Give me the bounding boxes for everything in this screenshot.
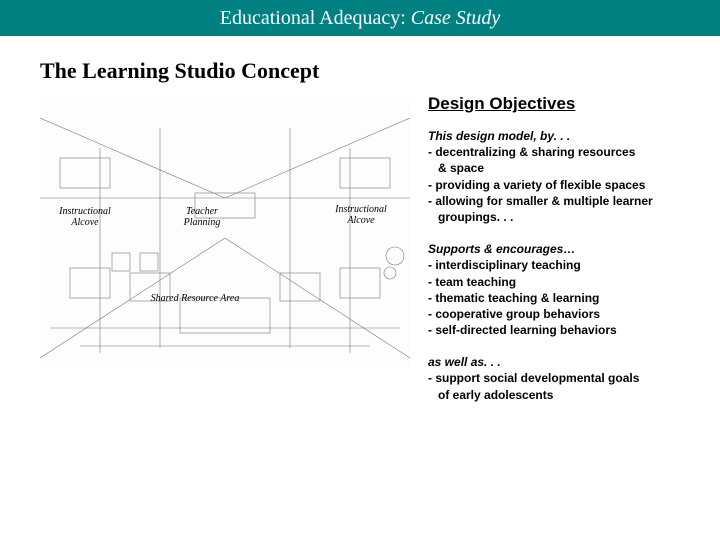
title-italic: Case Study xyxy=(411,7,500,29)
para2-item: - thematic teaching & learning xyxy=(428,290,692,306)
title-prefix: Educational Adequacy: xyxy=(220,7,411,29)
title-bar: Educational Adequacy: Case Study xyxy=(0,0,720,36)
paragraph-1: This design model, by. . . - decentraliz… xyxy=(428,128,692,225)
para3-lead: as well as. . . xyxy=(428,355,501,369)
para1-item: groupings. . . xyxy=(428,209,692,225)
sketch-label-instructional-alcove-left: Instructional Alcove xyxy=(50,206,120,228)
sketch-label-teacher-planning: Teacher Planning xyxy=(172,206,232,228)
para1-item: - allowing for smaller & multiple learne… xyxy=(428,193,692,209)
para1-item: & space xyxy=(428,160,692,176)
para2-item: - interdisciplinary teaching xyxy=(428,257,692,273)
para2-item: - cooperative group behaviors xyxy=(428,306,692,322)
left-column: Instructional Alcove Teacher Planning In… xyxy=(40,94,410,368)
paragraph-2: Supports & encourages… - interdisciplina… xyxy=(428,241,692,338)
para2-item: - team teaching xyxy=(428,274,692,290)
right-column: Design Objectives This design model, by.… xyxy=(428,94,692,419)
design-objectives-heading: Design Objectives xyxy=(428,94,692,114)
perspective-sketch: Instructional Alcove Teacher Planning In… xyxy=(40,98,410,368)
para1-item: - decentralizing & sharing resources xyxy=(428,144,692,160)
sketch-lines xyxy=(40,98,410,368)
sketch-label-shared-resource-area: Shared Resource Area xyxy=(130,293,260,304)
para2-item: - self-directed learning behaviors xyxy=(428,322,692,338)
para1-lead: This design model, by. . . xyxy=(428,129,570,143)
para2-lead: Supports & encourages… xyxy=(428,242,575,256)
para1-item: - providing a variety of flexible spaces xyxy=(428,177,692,193)
columns: Instructional Alcove Teacher Planning In… xyxy=(40,94,692,419)
sketch-label-instructional-alcove-right: Instructional Alcove xyxy=(326,204,396,226)
paragraph-3: as well as. . . - support social develop… xyxy=(428,354,692,403)
page-title: The Learning Studio Concept xyxy=(40,58,692,84)
para3-item: of early adolescents xyxy=(428,387,692,403)
para3-item: - support social developmental goals xyxy=(428,370,692,386)
content-area: The Learning Studio Concept xyxy=(0,36,720,419)
